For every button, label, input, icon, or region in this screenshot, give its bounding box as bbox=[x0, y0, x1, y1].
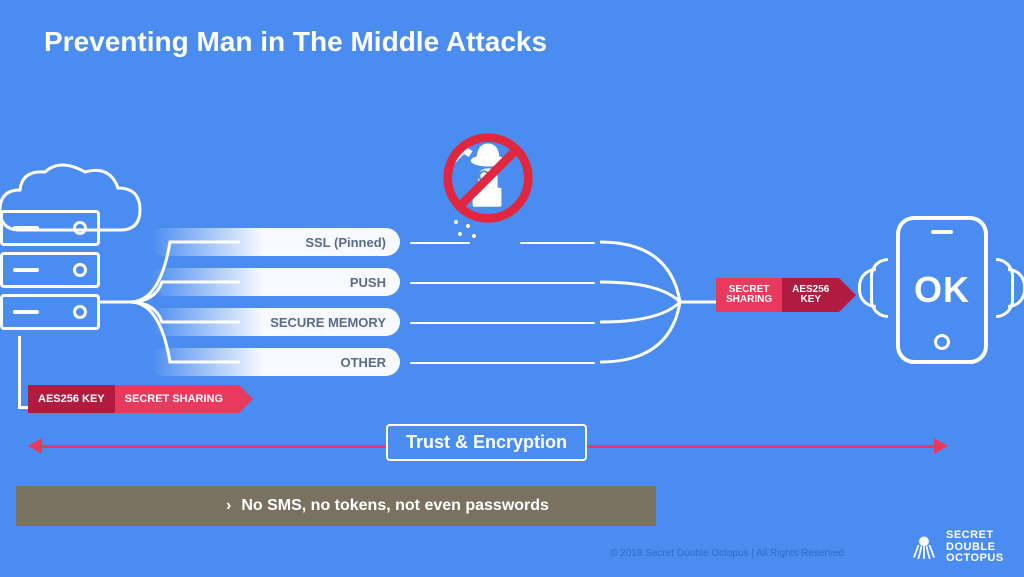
right-badge-row: SECRETSHARINGAES256KEY bbox=[716, 278, 839, 312]
left-badge-1: SECRET SHARING bbox=[115, 385, 239, 413]
server-stack-icon bbox=[0, 210, 100, 336]
phone-ok-text: OK bbox=[914, 269, 970, 311]
layer-label-3: OTHER bbox=[150, 348, 400, 376]
left-badge-0: AES256 KEY bbox=[28, 385, 115, 413]
layer-label-1: PUSH bbox=[150, 268, 400, 296]
branch-right-icon bbox=[600, 212, 730, 392]
layer-label-2: SECURE MEMORY bbox=[150, 308, 400, 336]
left-badge-row: AES256 KEYSECRET SHARING bbox=[28, 385, 239, 413]
octopus-icon bbox=[910, 533, 938, 561]
server-unit-icon bbox=[0, 252, 100, 288]
trust-encryption-label: Trust & Encryption bbox=[386, 424, 587, 461]
info-bar: › No SMS, no tokens, not even passwords bbox=[16, 486, 656, 526]
right-badge-0: SECRETSHARING bbox=[716, 278, 782, 312]
chevron-right-icon: › bbox=[226, 497, 231, 515]
brand-line3: OCTOPUS bbox=[946, 553, 1004, 565]
phone-speaker-icon bbox=[931, 230, 953, 234]
copyright-text: © 2018 Secret Double Octopus | All Right… bbox=[610, 548, 844, 559]
right-badge-1: AES256KEY bbox=[782, 278, 839, 312]
info-bar-text: No SMS, no tokens, not even passwords bbox=[241, 497, 549, 515]
slide-root: Preventing Man in The Middle Attacks SSL… bbox=[0, 0, 1024, 577]
server-unit-icon bbox=[0, 210, 100, 246]
slide-title: Preventing Man in The Middle Attacks bbox=[44, 26, 547, 58]
ground-line-vertical bbox=[18, 336, 21, 406]
debris-icon bbox=[450, 216, 490, 246]
phone-home-button-icon bbox=[934, 334, 950, 350]
brand-text: SECRET DOUBLE OCTOPUS bbox=[946, 530, 1004, 565]
server-unit-icon bbox=[0, 294, 100, 330]
brand-line1: SECRET bbox=[946, 530, 1004, 542]
brand-logo: SECRET DOUBLE OCTOPUS bbox=[910, 530, 1004, 565]
arrow-head-left-icon bbox=[28, 438, 42, 454]
arrow-head-right-icon bbox=[934, 438, 948, 454]
phone-icon: OK bbox=[896, 216, 988, 364]
layer-label-0: SSL (Pinned) bbox=[150, 228, 400, 256]
